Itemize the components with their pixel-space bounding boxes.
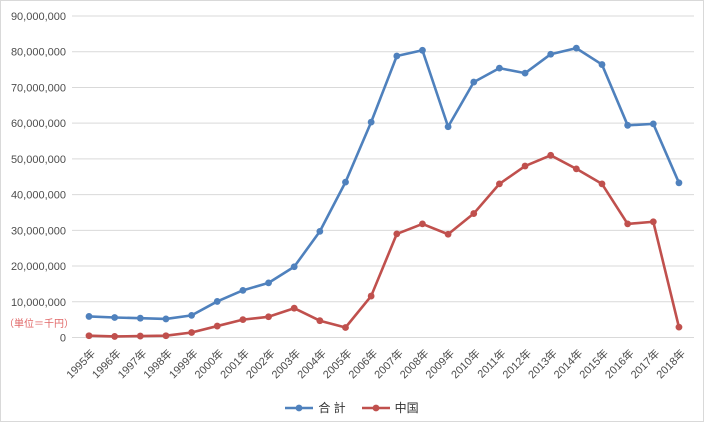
data-point-marker bbox=[419, 220, 426, 228]
legend: 合 計 中国 bbox=[1, 399, 703, 416]
y-tick-label: 20,000,000 bbox=[11, 261, 66, 273]
data-point-marker bbox=[624, 121, 632, 129]
legend-item: 中国 bbox=[361, 399, 419, 416]
legend-item: 合 計 bbox=[285, 399, 346, 416]
legend-label: 中国 bbox=[394, 401, 419, 415]
data-point-marker bbox=[624, 220, 632, 228]
data-point-marker bbox=[598, 61, 606, 68]
data-point-marker bbox=[85, 313, 93, 320]
data-point-marker bbox=[265, 313, 272, 321]
legend-label: 合 計 bbox=[318, 401, 346, 415]
legend-marker-icon bbox=[361, 404, 390, 411]
data-point-marker bbox=[136, 314, 144, 322]
data-point-marker bbox=[111, 314, 119, 321]
data-point-marker bbox=[470, 78, 478, 86]
data-point-marker bbox=[649, 120, 657, 128]
data-point-marker bbox=[136, 332, 144, 340]
legend-marker-icon bbox=[285, 404, 314, 411]
data-point-marker bbox=[393, 52, 401, 60]
data-point-marker bbox=[572, 44, 580, 52]
y-tick-label: 50,000,000 bbox=[11, 154, 66, 166]
y-tick-label: 60,000,000 bbox=[11, 118, 66, 130]
y-tick-label: 0 bbox=[60, 333, 66, 345]
data-point-marker bbox=[316, 228, 324, 235]
data-point-marker bbox=[496, 180, 503, 188]
data-point-marker bbox=[162, 332, 170, 340]
data-point-marker bbox=[188, 329, 196, 336]
series-line bbox=[87, 46, 681, 321]
x-tick-label: 2010年 bbox=[448, 346, 483, 381]
y-tick-label: 30,000,000 bbox=[11, 225, 66, 237]
data-point-marker bbox=[290, 304, 298, 312]
data-point-marker bbox=[393, 230, 401, 238]
data-point-marker bbox=[239, 286, 247, 294]
data-point-marker bbox=[265, 279, 272, 287]
data-point-marker bbox=[496, 64, 503, 72]
data-point-marker bbox=[111, 333, 119, 340]
data-point-marker bbox=[675, 179, 683, 187]
x-tick-label: 2018年 bbox=[653, 346, 688, 381]
data-point-marker bbox=[419, 46, 426, 54]
data-point-marker bbox=[290, 263, 298, 271]
data-point-marker bbox=[342, 178, 349, 186]
data-point-marker bbox=[342, 324, 349, 331]
data-point-marker bbox=[675, 323, 683, 331]
y-tick-label: 10,000,000 bbox=[11, 297, 66, 309]
data-point-marker bbox=[444, 230, 452, 238]
data-point-marker bbox=[470, 210, 478, 217]
data-point-marker bbox=[213, 322, 221, 330]
plot-area: 0 10,000,000 20,000,000 30,000,000 40,000,00… bbox=[11, 11, 694, 381]
y-tick-label: 40,000,000 bbox=[11, 190, 66, 202]
data-point-marker bbox=[598, 180, 606, 188]
data-point-marker bbox=[239, 316, 247, 324]
data-point-marker bbox=[547, 50, 555, 58]
data-point-marker bbox=[521, 162, 529, 170]
data-point-marker bbox=[367, 118, 375, 126]
series-line bbox=[87, 154, 681, 338]
data-point-marker bbox=[188, 311, 196, 319]
data-point-marker bbox=[316, 317, 324, 325]
data-point-marker bbox=[367, 292, 375, 300]
data-point-marker bbox=[547, 151, 555, 159]
data-point-marker bbox=[572, 165, 580, 173]
data-point-marker bbox=[649, 218, 657, 226]
y-tick-label: 80,000,000 bbox=[11, 47, 66, 59]
data-point-marker bbox=[213, 298, 221, 305]
y-tick-label: 70,000,000 bbox=[11, 82, 66, 94]
data-point-marker bbox=[162, 315, 170, 323]
data-point-marker bbox=[444, 123, 452, 131]
data-point-marker bbox=[85, 332, 93, 340]
y-tick-label: 90,000,000 bbox=[11, 11, 66, 23]
data-point-marker bbox=[521, 69, 529, 77]
unit-note: （単位＝千円） bbox=[4, 319, 74, 330]
